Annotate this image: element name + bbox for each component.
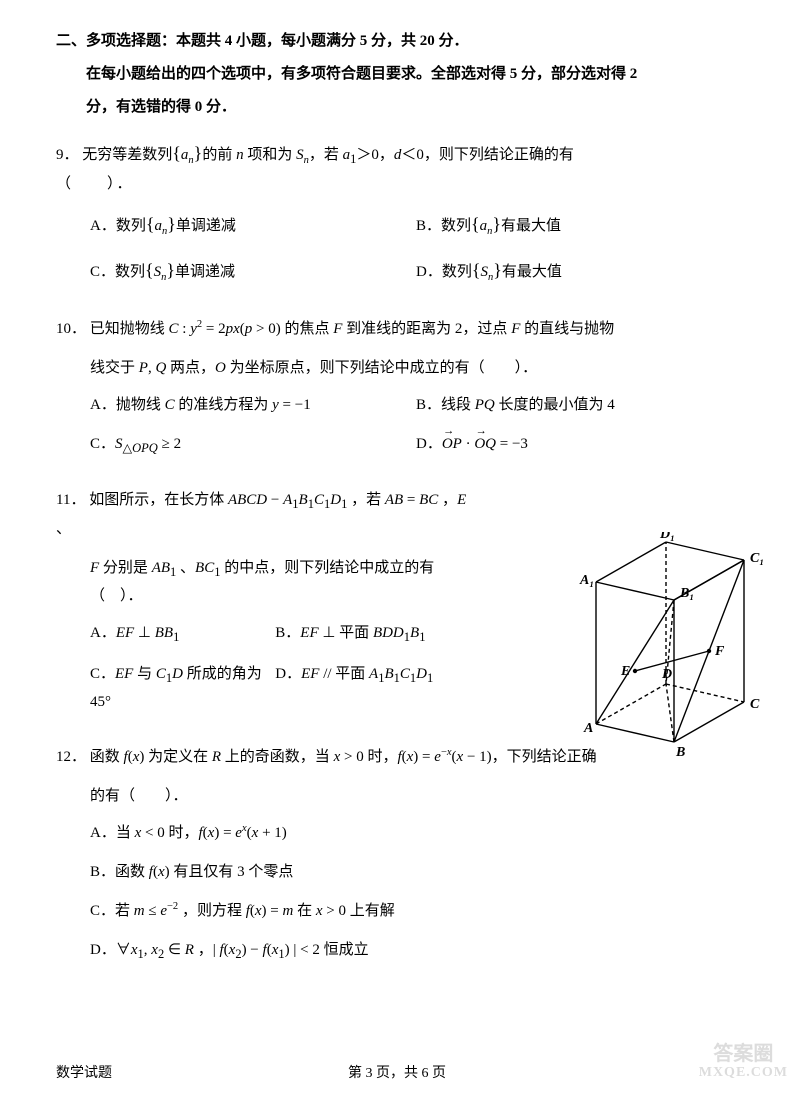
- page-footer: 数学试题 第 3 页，共 6 页: [56, 1061, 742, 1086]
- q10-choice-c: C．S△OPQ ≥ 2: [90, 431, 416, 460]
- q12-choice-a: A．当 x < 0 时，f(x) = ex(x + 1): [90, 820, 742, 847]
- q9-choice-a: A．数列{an}单调递减: [90, 208, 416, 242]
- q11-stem: 如图所示，在长方体 ABCD − A1B1C1D1 ，若 AB = BC ，E …: [56, 492, 466, 537]
- q11-stem2: F 分别是 AB1 、BC1 的中点，则下列结论中成立的有（ ）．: [90, 555, 476, 611]
- question-10: 10． 已知抛物线 C : y2 = 2px(p > 0) 的焦点 F 到准线的…: [56, 316, 742, 472]
- q9-number: 9．: [56, 147, 79, 163]
- q10-stem: 已知抛物线 C : y2 = 2px(p > 0) 的焦点 F 到准线的距离为 …: [90, 321, 614, 337]
- q12-choice-c: C．若 m ≤ e−2 ，则方程 f(x) = m 在 x > 0 上有解: [90, 898, 742, 925]
- cuboid-diagram: A B C D A₁ B₁ C₁ D₁ E F: [578, 532, 768, 757]
- q12-stem2: 的有（ ）．: [90, 783, 742, 810]
- q12-choice-d: D．∀x1, x2 ∈ R ，| f(x2) − f(x1) | < 2 恒成立: [90, 937, 742, 966]
- section-sub1: 在每小题给出的四个选项中，有多项符合题目要求。全部选对得 5 分，部分选对得 2: [56, 61, 742, 88]
- svg-text:E: E: [620, 664, 630, 679]
- footer-center: 第 3 页，共 6 页: [348, 1061, 446, 1086]
- svg-text:B₁: B₁: [679, 586, 694, 601]
- q11-choice-d: D．EF // 平面 A1B1C1D1: [275, 661, 476, 717]
- section-sub2: 分，有选错的得 0 分．: [56, 94, 742, 121]
- q11-choice-a: A．EF ⊥ BB1: [90, 620, 275, 649]
- q9-choice-c: C．数列{Sn}单调递减: [90, 254, 416, 288]
- q12-stem: 函数 f(x) 为定义在 R 上的奇函数，当 x > 0 时，f(x) = e−…: [90, 749, 597, 765]
- q9-stem: 无穷等差数列{an}的前 n 项和为 Sn，若 a1＞0，d＜0，则下列结论正确…: [82, 147, 574, 163]
- question-9: 9． 无穷等差数列{an}的前 n 项和为 Sn，若 a1＞0，d＜0，则下列结…: [56, 137, 742, 300]
- svg-text:D₁: D₁: [659, 532, 675, 542]
- q9-choice-b: B．数列{an}有最大值: [416, 208, 742, 242]
- q11-choice-b: B．EF ⊥ 平面 BDD1B1: [275, 620, 476, 649]
- svg-text:D: D: [661, 667, 672, 682]
- svg-text:C: C: [750, 697, 760, 712]
- svg-text:C₁: C₁: [750, 551, 764, 566]
- footer-left: 数学试题: [56, 1061, 112, 1086]
- svg-text:F: F: [714, 644, 725, 659]
- svg-text:A: A: [583, 721, 593, 736]
- section-heading: 二、多项选择题：本题共 4 小题，每小题满分 5 分，共 20 分．: [56, 28, 742, 55]
- q10-choice-d: D．OP · OQ = −3: [416, 431, 742, 460]
- q11-choice-c: C．EF 与 C1D 所成的角为 45°: [90, 661, 275, 717]
- q12-number: 12．: [56, 749, 86, 765]
- q10-stem2: 线交于 P, Q 两点，O 为坐标原点，则下列结论中成立的有（ ）．: [90, 355, 742, 382]
- q12-choice-b: B．函数 f(x) 有且仅有 3 个零点: [90, 859, 742, 886]
- q10-number: 10．: [56, 321, 86, 337]
- svg-text:A₁: A₁: [579, 573, 594, 588]
- q10-choice-a: A．抛物线 C 的准线方程为 y = −1: [90, 392, 416, 419]
- question-12: 12． 函数 f(x) 为定义在 R 上的奇函数，当 x > 0 时，f(x) …: [56, 744, 742, 978]
- q11-number: 11．: [56, 492, 85, 508]
- q9-blank: （ ）．: [56, 171, 742, 198]
- q9-choice-d: D．数列{Sn}有最大值: [416, 254, 742, 288]
- svg-text:B: B: [675, 745, 685, 757]
- q10-choice-b: B．线段 PQ 长度的最小值为 4: [416, 392, 742, 419]
